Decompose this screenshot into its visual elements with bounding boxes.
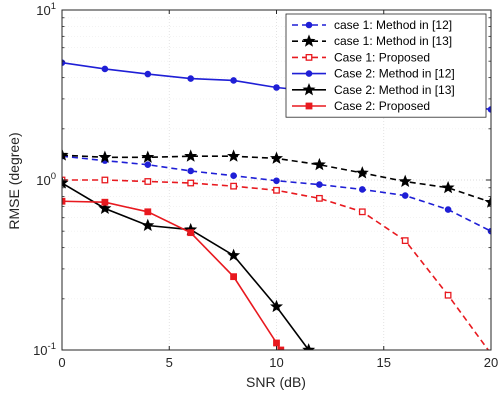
data-point (441, 180, 455, 194)
data-point (144, 208, 152, 216)
legend-label: case 1: Method in [12] (334, 18, 452, 32)
data-point (359, 186, 366, 193)
data-point (144, 70, 152, 78)
legend-label: case 1: Method in [13] (334, 34, 452, 48)
plot-frame (61, 9, 492, 351)
series-5 (62, 176, 316, 350)
series-6 (62, 197, 285, 350)
legend-item: case 1: Method in [13] (292, 34, 452, 48)
legend-item: Case 2: Proposed (292, 99, 430, 113)
data-point (227, 248, 241, 261)
x-tick-label: 15 (377, 355, 391, 370)
y-tick-label: 101 (36, 1, 56, 18)
data-point (144, 178, 152, 185)
data-point (316, 181, 323, 188)
y-tick-label: 100 (36, 171, 56, 188)
series-layer (62, 59, 491, 350)
legend-marker (305, 70, 313, 77)
data-point (484, 195, 491, 208)
data-point (273, 339, 280, 347)
data-point (141, 218, 155, 232)
data-point (273, 84, 280, 91)
legend-marker (305, 102, 313, 110)
data-point (401, 237, 409, 245)
data-point (315, 194, 323, 202)
x-tick-label: 5 (166, 355, 173, 370)
data-point (187, 75, 194, 82)
legend-marker (305, 21, 313, 29)
data-point (302, 343, 316, 350)
data-point (62, 176, 69, 189)
legend-label: Case 2: Proposed (334, 99, 430, 113)
legend-item: Case 2: Method in [12] (292, 67, 455, 81)
data-point (98, 150, 112, 163)
data-point (101, 65, 109, 73)
data-point (270, 299, 283, 313)
legend-label: Case 1: Proposed (334, 50, 430, 64)
data-point (187, 179, 195, 187)
data-point (230, 273, 238, 281)
data-point (101, 176, 109, 184)
data-point (101, 198, 109, 206)
legend-item: Case 1: Proposed (292, 50, 430, 64)
data-point (62, 197, 66, 205)
data-point (273, 186, 280, 194)
data-point (230, 182, 238, 190)
y-axis-title: RMSE (degree) (6, 132, 22, 229)
data-point (398, 174, 412, 188)
data-point (141, 150, 155, 163)
series-line (62, 179, 490, 350)
legend-marker (302, 82, 316, 96)
series-line (62, 200, 282, 350)
x-axis-title: SNR (dB) (246, 374, 306, 390)
legend-marker (302, 34, 316, 47)
data-point (270, 151, 283, 164)
data-point (444, 206, 452, 213)
data-point (487, 106, 491, 113)
data-point (312, 157, 326, 171)
y-tick-label: 10-1 (33, 341, 56, 358)
data-point (62, 148, 69, 161)
tick-labels: 0 5 10 15 20 10-1 100 101 (33, 1, 498, 370)
legend-item: case 1: Method in [12] (292, 18, 452, 32)
data-point (144, 161, 152, 169)
legend-box (285, 13, 487, 118)
series-line (62, 182, 310, 350)
data-point (187, 229, 195, 237)
x-tick-label: 20 (484, 355, 498, 370)
series-2 (62, 148, 491, 208)
x-tick-label: 0 (58, 355, 65, 370)
axes (61, 9, 492, 351)
data-point (444, 291, 452, 299)
legend-label: Case 2: Method in [13] (334, 83, 455, 97)
data-point (184, 149, 198, 162)
data-point (98, 201, 112, 214)
x-tick-label: 10 (269, 355, 283, 370)
data-point (230, 172, 237, 179)
data-point (355, 166, 369, 179)
data-point (227, 149, 241, 162)
series-3 (62, 176, 490, 350)
data-point (230, 77, 237, 84)
data-point (401, 192, 409, 199)
data-point (273, 177, 280, 185)
legend-item: Case 2: Method in [13] (292, 83, 455, 97)
legend-label: Case 2: Method in [12] (334, 67, 455, 81)
legend-marker (305, 54, 313, 61)
legend: case 1: Method in [12] case 1: Method in … (285, 13, 487, 118)
data-point (187, 167, 194, 175)
data-point (358, 208, 366, 216)
data-point (277, 346, 285, 350)
